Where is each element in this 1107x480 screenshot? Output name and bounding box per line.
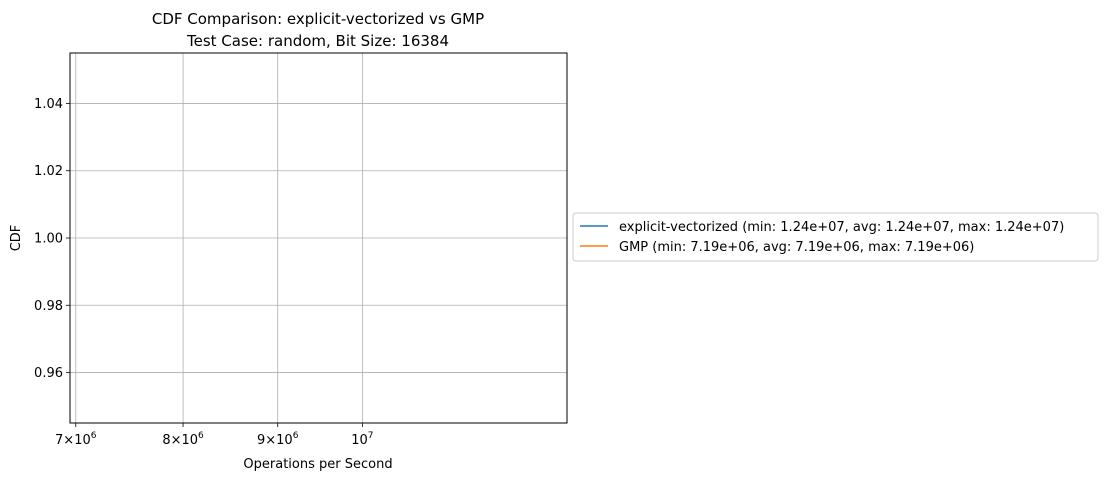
y-axis-label: CDF [9, 225, 24, 252]
x-tick-base: 10 [351, 433, 368, 448]
x-tick-mantissa: 9× [257, 433, 276, 448]
x-tick-label: 107 [351, 431, 373, 448]
x-tick-exponent: 7 [368, 431, 374, 441]
x-tick-base: 10 [276, 433, 293, 448]
x-tick-label: 7×106 [55, 431, 97, 448]
y-axis-ticks: 0.96 0.98 1.00 1.02 1.04 [34, 97, 70, 381]
x-tick-base: 10 [74, 433, 91, 448]
x-tick-mantissa: 7× [55, 433, 74, 448]
chart-subtitle: Test Case: random, Bit Size: 16384 [186, 32, 449, 50]
legend-label-gmp: GMP (min: 7.19e+06, avg: 7.19e+06, max: … [619, 240, 974, 255]
x-tick-label: 8×106 [162, 431, 204, 448]
x-axis-label: Operations per Second [243, 457, 392, 472]
x-axis-ticks: 7×106 8×106 9×106 107 [55, 423, 374, 448]
y-tick-label: 0.98 [34, 299, 63, 314]
x-tick-mantissa: 8× [162, 433, 181, 448]
x-tick-exponent: 6 [91, 431, 97, 441]
legend-label-explicit-vectorized: explicit-vectorized (min: 1.24e+07, avg:… [619, 220, 1064, 235]
legend-box [572, 212, 1099, 262]
legend: explicit-vectorized (min: 1.24e+07, avg:… [572, 212, 1099, 262]
x-tick-label: 9×106 [257, 431, 299, 448]
y-tick-label: 1.02 [34, 164, 63, 179]
chart-title: CDF Comparison: explicit-vectorized vs G… [152, 10, 484, 28]
x-tick-exponent: 6 [198, 431, 204, 441]
grid-lines [70, 53, 567, 423]
x-tick-exponent: 6 [293, 431, 299, 441]
x-tick-base: 10 [182, 433, 199, 448]
y-tick-label: 1.04 [34, 97, 63, 112]
y-tick-label: 1.00 [34, 232, 63, 247]
y-tick-label: 0.96 [34, 366, 63, 381]
